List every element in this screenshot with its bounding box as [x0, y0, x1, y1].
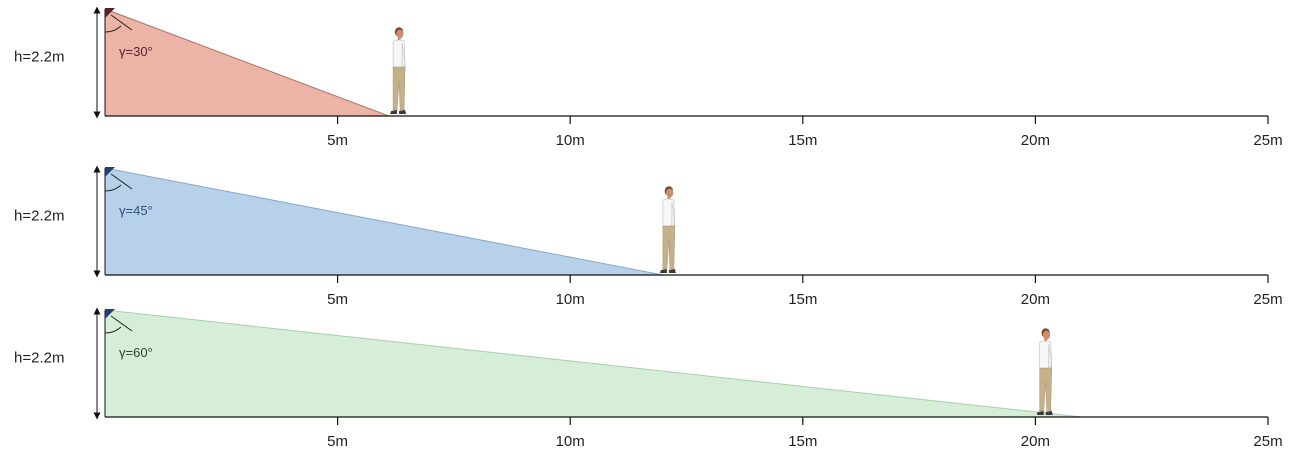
axis-tick-label: 20m — [1021, 132, 1050, 149]
axis-tick-label: 10m — [556, 291, 585, 308]
coverage-edge — [104, 309, 1082, 418]
axis-tick-label: 20m — [1021, 433, 1050, 450]
angle-pointer — [110, 173, 133, 190]
person-shoe-right — [399, 110, 407, 114]
person-shoe-right — [1045, 411, 1053, 415]
axis-tick-label: 25m — [1253, 433, 1282, 450]
axis-tick-label: 20m — [1021, 291, 1050, 308]
axis-tick-label: 5m — [327, 291, 348, 308]
axis-tick-label: 25m — [1253, 291, 1282, 308]
axis-tick-label: 15m — [788, 132, 817, 149]
person-shoe-right — [668, 269, 676, 273]
coverage-edge — [104, 8, 389, 117]
axis-tick-label: 5m — [327, 433, 348, 450]
axis-tick-label: 15m — [788, 433, 817, 450]
person-icon — [659, 186, 676, 273]
axis-tick-label: 15m — [788, 291, 817, 308]
axis-tick-label: 5m — [327, 132, 348, 149]
angle-arc-icon — [104, 184, 122, 192]
coverage-edge — [104, 167, 664, 276]
camera-marker-icon — [105, 8, 115, 18]
angle-label: γ=30° — [119, 44, 153, 59]
height-label: h=2.2m — [14, 350, 64, 367]
person-head — [666, 188, 674, 198]
person-trousers — [392, 66, 406, 111]
person-shoe-left — [659, 269, 667, 273]
person-head — [396, 29, 404, 39]
coverage-panel: 5m 10m 15m 20m 25m h=2.2m γ=60° — [14, 307, 1283, 450]
angle-label: γ=60° — [119, 345, 153, 360]
angle-pointer — [110, 14, 133, 31]
person-neck — [667, 197, 671, 200]
height-label: h=2.2m — [14, 49, 64, 66]
axis-tick-label: 25m — [1253, 132, 1282, 149]
person-head — [1042, 330, 1051, 340]
person-trousers — [662, 225, 676, 270]
person-trousers — [1039, 367, 1052, 412]
person-shoe-left — [390, 110, 398, 114]
angle-pointer — [110, 315, 133, 332]
person-icon — [1036, 328, 1053, 415]
coverage-panel: 5m 10m 15m 20m 25m h=2.2m γ=30° — [14, 6, 1283, 149]
angle-arc-icon — [104, 25, 122, 33]
person-neck — [1044, 339, 1048, 342]
height-label: h=2.2m — [14, 208, 64, 225]
axis-tick-label: 10m — [556, 433, 585, 450]
coverage-panel: 5m 10m 15m 20m 25m h=2.2m γ=45° — [14, 165, 1283, 308]
camera-marker-icon — [105, 167, 115, 177]
angle-label: γ=45° — [119, 203, 153, 218]
person-icon — [390, 27, 407, 114]
person-neck — [397, 38, 401, 41]
camera-marker-icon — [105, 309, 115, 319]
angle-arc-icon — [104, 326, 122, 334]
person-shoe-left — [1036, 411, 1044, 415]
axis-tick-label: 10m — [556, 132, 585, 149]
